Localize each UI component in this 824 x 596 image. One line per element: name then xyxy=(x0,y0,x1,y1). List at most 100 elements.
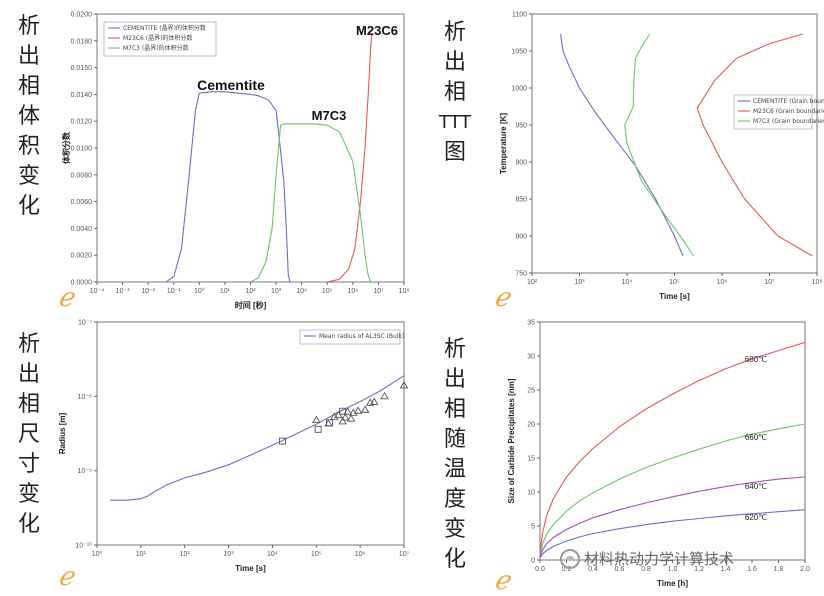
x-tick-label: 10⁴ xyxy=(296,288,307,295)
y-tick-label: 0.0140 xyxy=(71,92,93,99)
legend-entry: M7C3 (Grain boundaries) xyxy=(753,118,824,125)
x-axis-title: Time [s] xyxy=(659,292,690,301)
y-axis-title: Size of Carbide Precipitates [nm] xyxy=(507,378,516,503)
label-volume-fraction: 析出相体积变化 xyxy=(14,12,44,222)
y-tick-label: 0.0060 xyxy=(71,199,93,206)
triangle-marker xyxy=(365,398,375,406)
x-tick-label: 10³ xyxy=(271,288,282,295)
x-tick-label: 10⁻³ xyxy=(116,288,130,295)
label-char: 积 xyxy=(17,134,40,159)
wechat-icon xyxy=(560,548,580,569)
y-tick-label: 30 xyxy=(527,354,535,361)
label-char: 析 xyxy=(443,337,466,362)
series-line-m23c6- xyxy=(327,34,373,283)
temperature-label: 620℃ xyxy=(745,513,767,522)
x-tick-label: 10⁷ xyxy=(764,279,775,286)
label-char: 图 xyxy=(443,140,466,165)
y-tick-label: 850 xyxy=(515,197,527,204)
x-tick-label: 10⁻² xyxy=(141,288,155,295)
label-char: 出 xyxy=(17,362,40,387)
logo-e-icon: ℯ xyxy=(494,566,510,596)
square-marker xyxy=(279,437,286,445)
y-tick-label: 10⁻¹⁰ xyxy=(75,542,92,550)
radius-plot-frame xyxy=(96,321,405,546)
legend-entry: M23C6 (Grain boundaries) xyxy=(753,108,824,115)
x-tick-label: 10⁶ xyxy=(355,551,366,558)
triangle-marker xyxy=(343,407,352,415)
label-char: 析 xyxy=(17,332,40,357)
volume-fraction-group: 10⁻⁴ 10⁻³ 10⁻² 10⁻¹ 10⁰ 10¹ 10² 10³ 10⁴ 10⁵ 10⁶ 10⁷… xyxy=(61,12,409,311)
logo-e-icon: ℯ xyxy=(58,562,74,592)
triangle-marker xyxy=(360,405,370,413)
label-char: 出 xyxy=(443,367,466,392)
y-tick-label: 10 xyxy=(527,490,535,497)
x-tick-label: 10⁻⁴ xyxy=(90,288,105,295)
y-tick-label: 10⁻⁹ xyxy=(78,468,92,475)
label-char: 相 xyxy=(17,392,40,417)
y-tick-label: 0.0000 xyxy=(71,280,93,287)
x-tick-label: 10⁸ xyxy=(399,288,410,295)
legend-box xyxy=(103,21,217,57)
x-tick-label: 1.8 xyxy=(774,566,784,573)
y-tick-label: 1000 xyxy=(511,86,527,93)
x-tick-label: 10⁷ xyxy=(373,288,384,295)
triangle-marker xyxy=(380,391,389,400)
triangle-marker xyxy=(369,397,379,405)
legend-box xyxy=(733,94,813,130)
m7c3-annotation: M7C3 xyxy=(312,108,347,123)
x-axis-title: 时间 [秒] xyxy=(235,300,267,310)
series-line-m7c3-grain-boundaries- xyxy=(624,33,694,257)
triangle-marker xyxy=(349,408,358,416)
temperature-label: 680℃ xyxy=(745,355,767,364)
y-tick-label: 15 xyxy=(527,456,535,463)
x-tick-label: 2.0 xyxy=(800,566,810,573)
y-axis-title: Radius [m] xyxy=(58,413,67,455)
y-tick-label: 0.0200 xyxy=(71,12,93,19)
y-tick-label: 0.0020 xyxy=(71,253,93,260)
x-tick-label: 10⁶ xyxy=(717,279,728,286)
y-tick-label: 750 xyxy=(515,271,527,278)
label-char: 化 xyxy=(17,512,40,537)
label-char: 寸 xyxy=(17,452,40,477)
x-axis-title: Time [h] xyxy=(657,579,688,588)
logo-e-icon: ℯ xyxy=(494,283,510,313)
y-tick-label: 5 xyxy=(531,524,535,531)
x-tick-label: 10² xyxy=(180,551,191,558)
x-tick-label: 10⁵ xyxy=(669,279,680,286)
series-line-m7c3- xyxy=(250,123,372,283)
y-tick-label: 0.0080 xyxy=(71,172,93,179)
x-tick-label: 10⁸ xyxy=(812,279,823,286)
x-tick-label: 10⁵ xyxy=(311,551,322,558)
legend-entry: M7C3 (晶界)的体积分数 xyxy=(123,44,189,52)
triangle-marker xyxy=(353,406,363,414)
y-tick-label: 1100 xyxy=(512,12,527,19)
radius-group: 10⁰ 10¹ 10² 10³ 10⁴ 10⁵ 10⁶ 10⁷ 10⁻¹⁰ 10⁻⁹ 10⁻⁸ 10⁻… xyxy=(58,320,410,574)
triangle-marker xyxy=(346,414,356,422)
x-tick-label: 10⁴ xyxy=(267,551,278,558)
x-tick-label: 10⁴ xyxy=(622,279,633,286)
series-line-660- xyxy=(539,423,806,556)
x-tick-label: 10⁰ xyxy=(92,550,103,558)
legend-box xyxy=(299,329,401,345)
y-tick-label: 0.0180 xyxy=(71,38,93,45)
x-tick-label: 10¹ xyxy=(136,551,147,558)
x-tick-label: 1.6 xyxy=(747,566,757,573)
y-tick-label: 10⁻⁸ xyxy=(78,394,92,401)
series-line-m23c6-grain-boundaries- xyxy=(696,33,813,257)
label-char: 温 xyxy=(443,457,466,482)
label-char: 变 xyxy=(17,482,40,507)
label-char: 体 xyxy=(17,104,40,129)
label-char: 析 xyxy=(17,14,40,39)
y-tick-label: 900 xyxy=(515,160,527,167)
legend-entry: CEMENTITE (晶界)的体积分数 xyxy=(123,24,206,32)
x-tick-label: 10⁷ xyxy=(399,551,410,558)
series-line-640- xyxy=(539,476,806,557)
x-tick-label: 10³ xyxy=(224,551,235,558)
label-char: 变 xyxy=(17,164,40,189)
x-tick-label: 10⁰ xyxy=(194,287,205,295)
y-tick-label: 0.0040 xyxy=(71,226,93,233)
triangle-marker xyxy=(324,419,333,427)
temperature-label: 660℃ xyxy=(745,433,767,442)
label-char: 相 xyxy=(443,397,466,422)
